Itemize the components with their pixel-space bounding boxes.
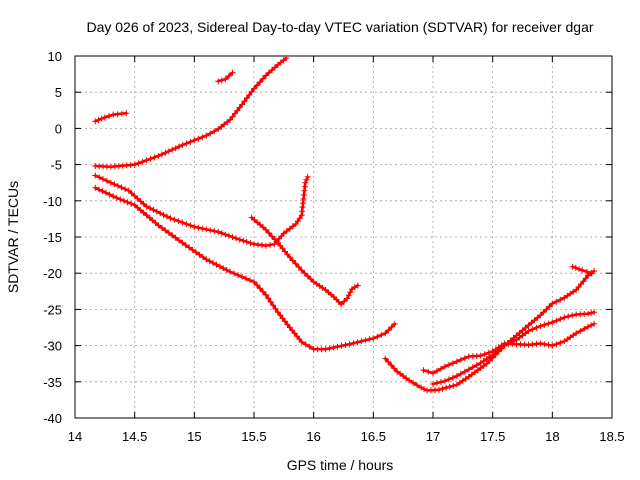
- x-tick-label: 16.5: [361, 429, 386, 444]
- y-tick-label: -30: [43, 339, 62, 354]
- x-tick-label: 14: [68, 429, 82, 444]
- series-arc-1: [92, 110, 130, 125]
- y-tick-label: -40: [43, 411, 62, 426]
- series-markers: [382, 268, 598, 394]
- series-markers: [569, 263, 595, 277]
- x-tick-label: 17: [426, 429, 440, 444]
- axis-ticks: 14 14.5 15 15.5 16 16.5 17 17.5 18 18.5 10 5 0 -5 -10 -…: [43, 49, 624, 444]
- y-tick-label: -25: [43, 302, 62, 317]
- y-tick-label: -5: [50, 158, 62, 173]
- y-tick-label: -15: [43, 230, 62, 245]
- series-arc-6: [248, 214, 361, 308]
- series-arc-3: [215, 69, 236, 85]
- series-markers: [92, 55, 290, 170]
- x-tick-label: 14.5: [122, 429, 147, 444]
- y-tick-label: -10: [43, 194, 62, 209]
- series-markers: [215, 69, 236, 85]
- x-tick-label: 18.5: [599, 429, 624, 444]
- x-axis-label: GPS time / hours: [287, 457, 394, 473]
- x-tick-label: 15.5: [241, 429, 266, 444]
- chart-title: Day 026 of 2023, Sidereal Day-to-day VTE…: [86, 19, 593, 35]
- series-markers: [248, 214, 361, 308]
- series-line: [94, 174, 309, 247]
- series-arc-7: [382, 268, 598, 394]
- series-arc-8: [420, 320, 598, 377]
- series-arc-10: [569, 263, 595, 277]
- y-tick-label: 5: [55, 85, 62, 100]
- series-arc-5: [92, 184, 398, 353]
- y-tick-label: -20: [43, 266, 62, 281]
- grid: [75, 56, 612, 418]
- series-markers: [420, 320, 598, 377]
- series-markers: [92, 184, 398, 353]
- y-tick-label: -35: [43, 375, 62, 390]
- x-tick-label: 18: [545, 429, 559, 444]
- data-traces: [92, 55, 598, 394]
- series-arc-2: [92, 55, 290, 170]
- y-tick-label: 0: [55, 121, 62, 136]
- series-line: [384, 269, 596, 392]
- series-markers: [92, 110, 130, 125]
- series-arc-9: [430, 309, 598, 387]
- x-tick-label: 16: [306, 429, 320, 444]
- series-markers: [92, 172, 311, 249]
- y-axis-label: SDTVAR / TECUs: [5, 181, 21, 293]
- x-tick-label: 15: [187, 429, 201, 444]
- series-arc-4: [92, 172, 311, 249]
- series-line: [250, 216, 360, 306]
- series-markers: [430, 309, 598, 387]
- y-tick-label: 10: [48, 49, 62, 64]
- x-tick-label: 17.5: [480, 429, 505, 444]
